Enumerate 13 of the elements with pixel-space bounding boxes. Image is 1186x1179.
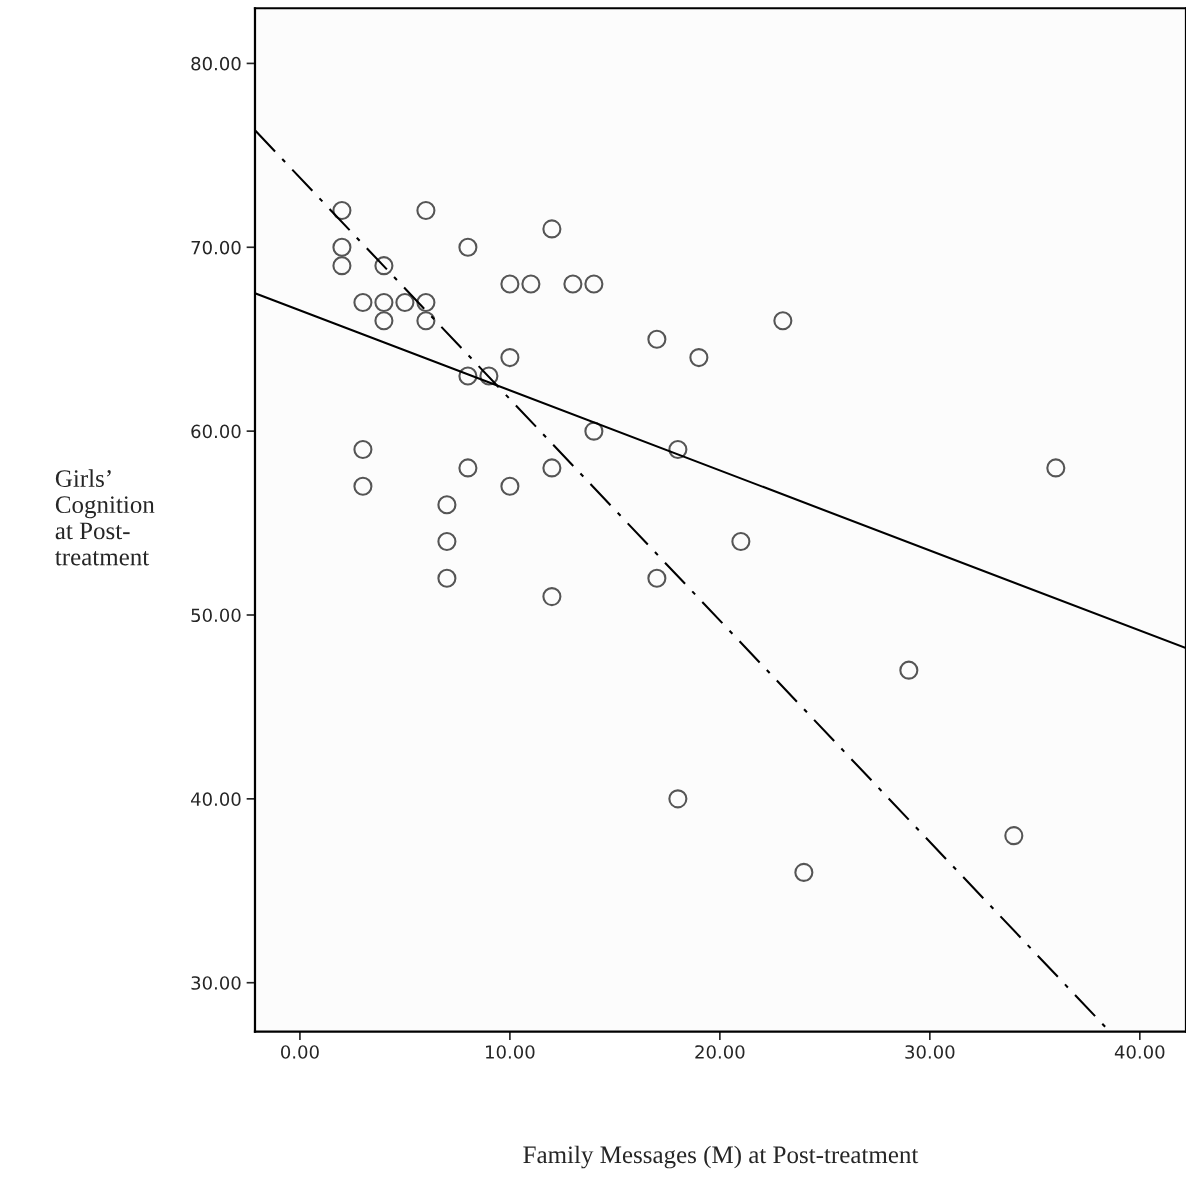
y-axis-title: Girls’ Cognition at Post- treatment xyxy=(55,469,155,566)
x-tick-label: 20.00 xyxy=(695,1045,745,1059)
y-tick-label: 80.00 xyxy=(191,56,241,71)
x-tick-label: 40.00 xyxy=(1114,1045,1165,1059)
x-axis-title: Family Messages (M) at Post-treatment xyxy=(523,1145,919,1169)
x-tick-label: 0.00 xyxy=(281,1045,319,1059)
y-tick-label: 40.00 xyxy=(190,792,241,806)
y-tick-label: 60.00 xyxy=(191,424,241,439)
x-tick-label: 30.00 xyxy=(905,1045,955,1059)
y-tick-label: 50.00 xyxy=(191,608,241,623)
y-tick-label: 70.00 xyxy=(191,240,241,255)
x-tick-label: 10.00 xyxy=(486,1045,535,1059)
y-tick-label: 30.00 xyxy=(191,976,241,990)
